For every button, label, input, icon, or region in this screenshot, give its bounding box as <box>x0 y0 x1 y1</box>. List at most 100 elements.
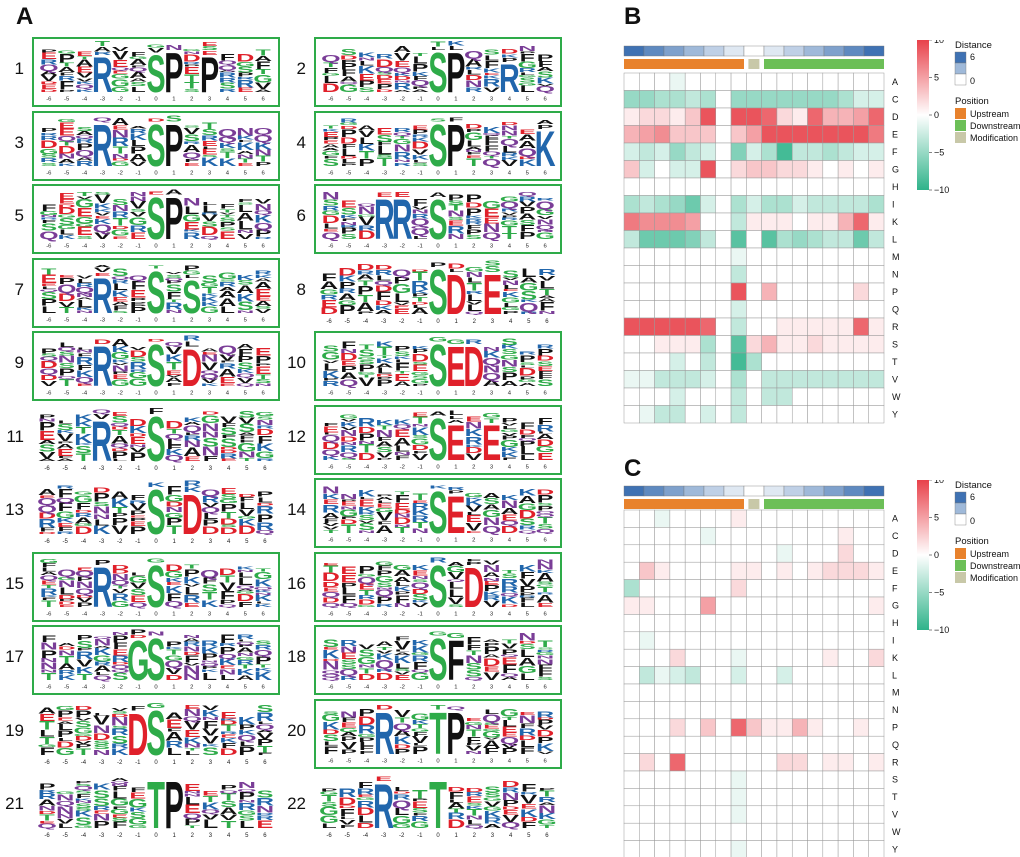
logo-residue: S <box>201 220 218 228</box>
heatmap-cell <box>684 596 701 615</box>
logo-residue: V <box>394 51 411 64</box>
logo-position-label: -5 <box>346 243 351 249</box>
heatmap-cell <box>822 527 839 546</box>
heatmap-row-label: Y <box>892 844 898 854</box>
heatmap-row-label: T <box>892 792 898 802</box>
logo-residue: V <box>537 215 554 220</box>
heatmap-cell <box>761 107 778 126</box>
heatmap-cell <box>853 544 869 563</box>
heatmap-cell <box>761 561 778 580</box>
logo-residue: P <box>519 584 536 593</box>
logo-position-label: -1 <box>418 537 423 543</box>
heatmap-cell <box>700 753 717 772</box>
logo-residue: A <box>375 523 393 536</box>
logo-residue: F <box>539 300 555 314</box>
distance-legend-swatch <box>954 513 967 526</box>
heatmap-cell <box>791 527 808 546</box>
logo-residue: N <box>465 815 483 821</box>
logo-residue: T <box>256 373 271 380</box>
logo-position-label: 1 <box>454 390 457 396</box>
logo-residue: G <box>535 583 554 586</box>
heatmap-cell <box>868 177 885 196</box>
logo-residue: S <box>111 817 128 823</box>
heatmap-cell <box>822 247 839 266</box>
logo-residue: P <box>58 52 75 65</box>
logo-residue: R <box>374 268 393 276</box>
logo-residue: G <box>535 444 554 453</box>
logo-residue: T <box>202 589 218 602</box>
heatmap-cell <box>700 265 717 284</box>
logo-position-label: 5 <box>245 833 249 839</box>
logo-residue: N <box>129 443 147 447</box>
logo-residue: P <box>40 297 57 307</box>
logo-residue: P <box>321 787 338 793</box>
logo-residue: Q <box>339 378 358 388</box>
logo-residue: V <box>166 345 183 357</box>
logo-residue: G <box>39 558 58 564</box>
heatmap-cell <box>715 631 732 650</box>
logo-residue: Q <box>392 268 412 279</box>
logo-residue: T <box>166 427 182 434</box>
logo-residue: F <box>57 526 73 532</box>
logo-residue: R <box>465 434 483 447</box>
logo-residue: K <box>165 353 183 364</box>
heatmap-cell <box>868 72 885 91</box>
logo-residue: K <box>483 349 502 359</box>
logo-residue: R <box>393 81 412 91</box>
logo-residue: G <box>200 282 219 288</box>
logo-residue: N <box>340 441 358 446</box>
position-annotation-cell <box>804 59 824 69</box>
heatmap-cell <box>868 701 885 720</box>
logo-residue: N <box>322 190 340 202</box>
distance-annotation-cell <box>703 45 725 57</box>
logo-residue: F <box>41 219 56 224</box>
logo-residue: K <box>111 288 130 298</box>
logo-residue: Q <box>218 64 237 72</box>
logo-residue: T <box>202 285 218 295</box>
logo-position-label: 3 <box>208 170 211 176</box>
logo-residue: N <box>40 657 58 663</box>
logo-residue: G <box>128 817 148 827</box>
logo-position-label: -4 <box>81 539 87 545</box>
heatmap-cell <box>822 579 839 598</box>
logo-residue: K <box>358 64 376 76</box>
logo-residue: E <box>112 124 129 130</box>
logo-position-label: 1 <box>454 243 457 249</box>
logo-residue: S <box>238 409 255 419</box>
logo-residue: P <box>255 228 272 239</box>
logo-residue: R <box>254 643 272 651</box>
logo-residue: N <box>411 423 429 427</box>
heatmap-cell <box>730 160 747 179</box>
distance-legend-tick: 0 <box>970 76 975 86</box>
logo-residue: P <box>519 230 536 241</box>
logo-residue: N <box>93 637 111 647</box>
logo-residue: G <box>393 136 412 145</box>
logo-position-label: 1 <box>454 464 457 470</box>
logo-residue: K <box>201 294 220 302</box>
logo-residue: V <box>129 503 146 513</box>
position-annotation-cell <box>704 499 724 509</box>
heatmap-cell <box>807 579 824 598</box>
logo-residue: L <box>395 358 410 363</box>
logo-residue: L <box>130 138 145 147</box>
logo-residue: R <box>218 76 236 83</box>
logo-residue: A <box>219 806 237 818</box>
logo-residue: Q <box>464 48 483 61</box>
logo-residue: V <box>111 524 129 538</box>
logo-residue: E <box>57 447 74 458</box>
logo-residue: Q <box>200 372 219 380</box>
logo-residue: A <box>58 642 76 647</box>
logo-residue: R <box>447 812 466 822</box>
heatmap-cell <box>837 666 854 685</box>
logo-residue: Q <box>93 674 112 681</box>
logo-residue: Q <box>111 664 130 670</box>
heatmap-c: ACDEFGHIKLMNPQRSTVWY1050−5−10Distance60P… <box>623 480 1020 857</box>
heatmap-cell <box>868 125 885 144</box>
logo-residue: A <box>429 411 447 417</box>
logo-position-label: -3 <box>99 466 105 472</box>
logo-residue: E <box>166 717 183 731</box>
heatmap-cell <box>822 230 839 249</box>
logo-residue: K <box>322 128 340 132</box>
logo-residue: G <box>236 655 255 661</box>
logo-residue: S <box>465 668 482 678</box>
